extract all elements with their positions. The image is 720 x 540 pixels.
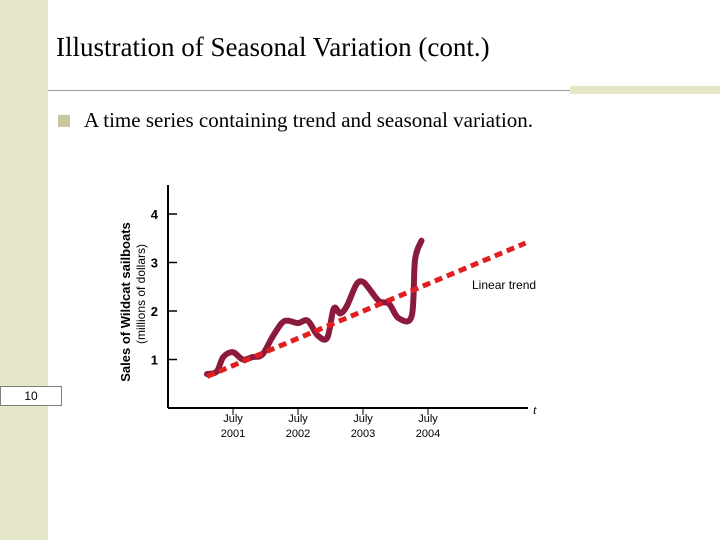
x-tick-label-bottom-0: 2001 bbox=[221, 428, 245, 440]
y-tick-label-1: 1 bbox=[151, 353, 158, 368]
y-tick-label-4: 4 bbox=[151, 207, 159, 222]
linear-trend-label: Linear trend bbox=[472, 278, 536, 292]
bullet-item: A time series containing trend and seaso… bbox=[58, 108, 533, 133]
x-tick-label-bottom-1: 2002 bbox=[286, 428, 310, 440]
series-linear-trend-line bbox=[206, 240, 527, 379]
title-accent-bar bbox=[570, 86, 720, 94]
x-tick-label-bottom-2: 2003 bbox=[351, 428, 375, 440]
x-tick-label-bottom-3: 2004 bbox=[416, 428, 440, 440]
x-tick-label-top-0: July bbox=[223, 413, 243, 425]
slide-title: Illustration of Seasonal Variation (cont… bbox=[56, 32, 490, 62]
x-tick-label-top-1: July bbox=[288, 413, 308, 425]
y-axis-title: Sales of Wildcat sailboats bbox=[118, 222, 133, 382]
title-divider bbox=[48, 90, 720, 91]
x-ticks: July 2001 July 2002 July 2003 July 2004 bbox=[221, 408, 440, 440]
page-number: 10 bbox=[0, 386, 62, 406]
y-axis-subtitle: (millions of dollars) bbox=[134, 244, 148, 344]
chart-axes bbox=[167, 185, 528, 409]
series-sales-line bbox=[204, 237, 425, 378]
y-tick-label-2: 2 bbox=[151, 304, 158, 319]
x-tick-label-top-2: July bbox=[353, 413, 373, 425]
series-layer bbox=[204, 237, 527, 379]
x-tick-label-top-3: July bbox=[418, 413, 438, 425]
left-decorative-band bbox=[0, 0, 48, 540]
bullet-text: A time series containing trend and seaso… bbox=[84, 108, 534, 132]
bullet-square-icon bbox=[58, 114, 70, 127]
x-axis-title: t bbox=[533, 402, 537, 417]
y-tick-label-3: 3 bbox=[151, 256, 158, 271]
y-ticks: 1 2 3 4 bbox=[151, 207, 177, 368]
